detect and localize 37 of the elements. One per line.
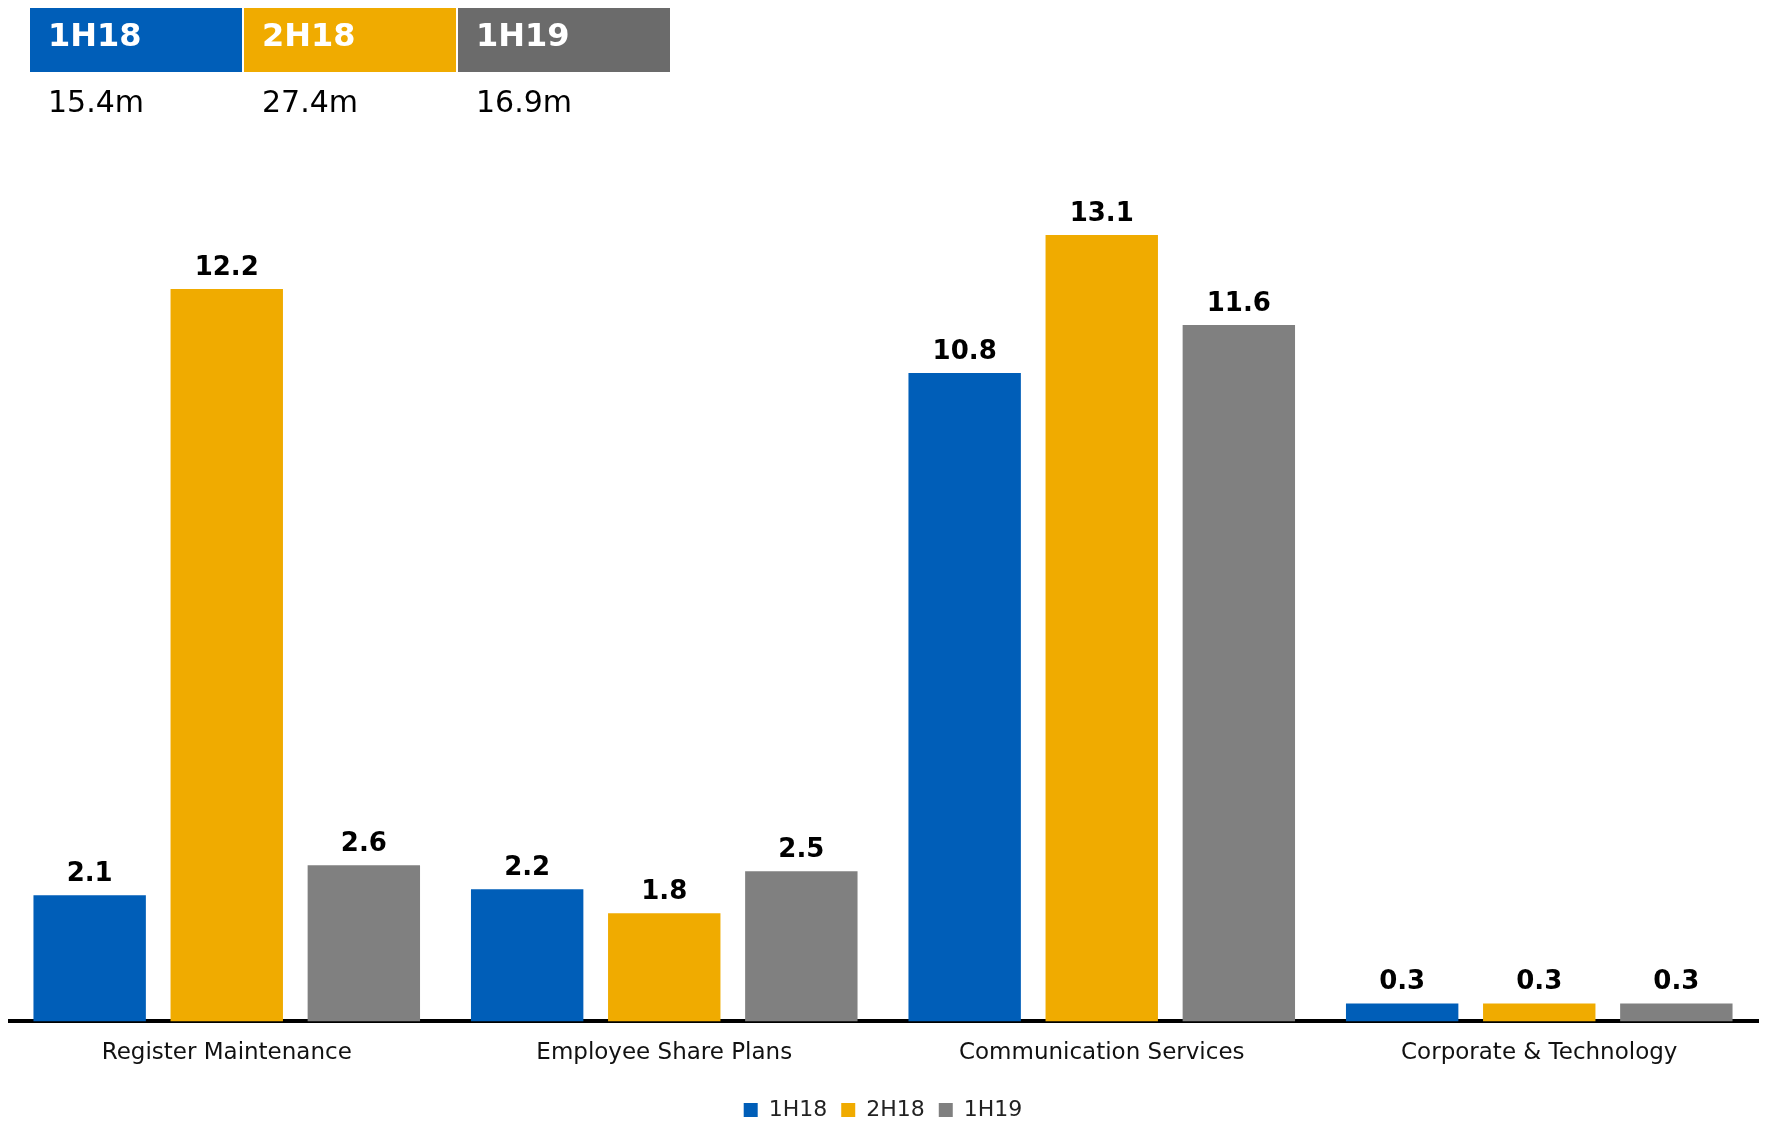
legend-label: 1H18 xyxy=(768,1095,828,1121)
legend-label: 2H18 xyxy=(866,1095,925,1121)
bar xyxy=(1620,1003,1733,1022)
text: 16.9m xyxy=(475,83,574,121)
text: 1H18 xyxy=(48,16,142,54)
data-label: 1.8 xyxy=(641,875,688,906)
data-label: 2.1 xyxy=(66,857,113,888)
bar xyxy=(170,289,283,1022)
data-label: 10.8 xyxy=(932,334,997,365)
bar xyxy=(470,889,584,1022)
bar xyxy=(33,895,146,1022)
x-tick-label: Corporate & Technology xyxy=(1401,1038,1678,1065)
bar xyxy=(908,373,1021,1022)
bar xyxy=(307,865,421,1022)
x-tick-label: Employee Share Plans xyxy=(536,1038,793,1065)
x-tick-label: Communication Services xyxy=(958,1038,1245,1065)
data-label: 2.5 xyxy=(778,833,825,864)
text: 2H18 xyxy=(262,16,356,54)
data-label: 2.6 xyxy=(340,827,387,858)
x-tick-label: Register Maintenance xyxy=(101,1038,352,1065)
bar xyxy=(745,871,858,1022)
data-label: 12.2 xyxy=(194,250,259,281)
bar xyxy=(1045,235,1158,1022)
data-label: 0.3 xyxy=(1379,965,1426,996)
bar xyxy=(1483,1003,1596,1022)
data-label: 13.1 xyxy=(1069,196,1134,227)
data-label: 0.3 xyxy=(1516,965,1563,996)
bar xyxy=(608,913,721,1022)
data-label: 0.3 xyxy=(1653,965,1700,996)
legend-label: 1H19 xyxy=(963,1095,1023,1121)
bar xyxy=(1345,1003,1459,1022)
text: 27.4m xyxy=(261,83,360,121)
data-label: 11.6 xyxy=(1206,286,1271,317)
bar xyxy=(1182,325,1296,1022)
text: 15.4m xyxy=(47,83,146,121)
data-label: 2.2 xyxy=(504,851,551,882)
text: 1H19 xyxy=(476,16,570,54)
